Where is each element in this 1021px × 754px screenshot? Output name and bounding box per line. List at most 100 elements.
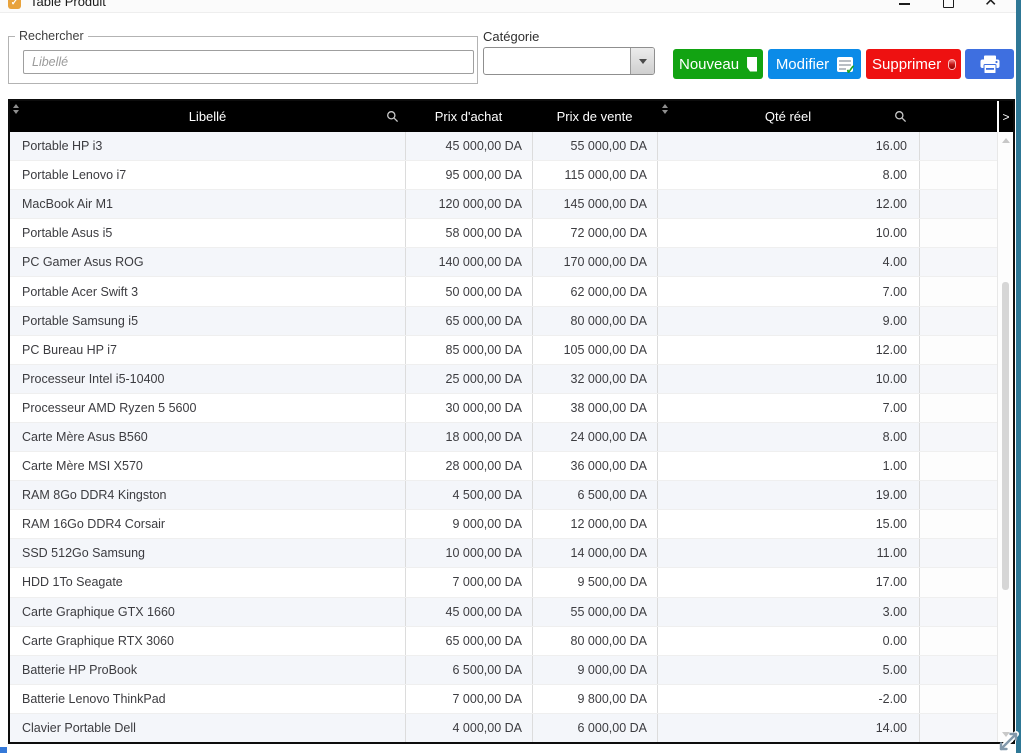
table-row[interactable]: Clavier Portable Dell 4 000,00 DA 6 000,00…: [10, 713, 997, 742]
printer-icon: [980, 55, 999, 74]
cell-qte-reel: -2.00: [657, 684, 919, 713]
cell-empty: [919, 568, 997, 597]
cell-empty: [919, 539, 997, 568]
cell-prix-vente: 6 000,00 DA: [532, 713, 657, 742]
edit-button[interactable]: Modifier ✓: [768, 49, 861, 79]
header-scroll-right-button[interactable]: >: [997, 101, 1013, 132]
cell-prix-vente: 80 000,00 DA: [532, 626, 657, 655]
cell-prix-achat: 4 000,00 DA: [405, 713, 532, 742]
cell-libelle: Batterie HP ProBook: [22, 662, 138, 677]
cell-empty: [919, 219, 997, 248]
table-row[interactable]: Processeur Intel i5-10400 25 000,00 DA 32 …: [10, 364, 997, 394]
table-row[interactable]: Portable Acer Swift 3 50 000,00 DA 62 000,…: [10, 277, 997, 307]
table-row[interactable]: Batterie HP ProBook 6 500,00 DA 9 000,00 D…: [10, 655, 997, 685]
cell-prix-vente: 24 000,00 DA: [532, 422, 657, 452]
table-row[interactable]: Portable Samsung i5 65 000,00 DA 80 000,00…: [10, 306, 997, 336]
table-row[interactable]: Carte Graphique RTX 3060 65 000,00 DA 80 0…: [10, 626, 997, 656]
table-row[interactable]: SSD 512Go Samsung 10 000,00 DA 14 000,00 D…: [10, 539, 997, 569]
table-body: Portable HP i3 45 000,00 DA 55 000,00 DA 16…: [10, 132, 997, 742]
table-row[interactable]: Carte Graphique GTX 1660 45 000,00 DA 55 0…: [10, 597, 997, 627]
cell-prix-achat: 28 000,00 DA: [405, 452, 532, 481]
column-splitter-icon[interactable]: [13, 104, 19, 114]
column-header-qte-reel[interactable]: Qté réel: [657, 101, 919, 132]
cell-prix-vente: 6 500,00 DA: [532, 481, 657, 510]
window-right-edge: [1016, 0, 1021, 753]
cell-empty: [919, 597, 997, 626]
column-header-prix-vente[interactable]: Prix de vente: [532, 101, 657, 132]
new-button[interactable]: Nouveau: [673, 49, 763, 79]
cell-libelle: Carte Mère MSI X570: [22, 459, 143, 474]
cell-prix-vente: 32 000,00 DA: [532, 364, 657, 393]
column-splitter-icon[interactable]: [662, 104, 668, 114]
cell-qte-reel: 0.00: [657, 626, 919, 655]
close-button[interactable]: ✕: [984, 0, 998, 10]
table-row[interactable]: Portable Lenovo i7 95 000,00 DA 115 000,00…: [10, 161, 997, 191]
search-input[interactable]: [23, 50, 474, 74]
category-combobox[interactable]: [483, 47, 655, 75]
category-label: Catégorie: [483, 29, 540, 44]
print-button[interactable]: [965, 49, 1014, 79]
cell-prix-vente: 14 000,00 DA: [532, 539, 657, 568]
cell-qte-reel: 1.00: [657, 452, 919, 481]
cell-qte-reel: 8.00: [657, 161, 919, 190]
category-dropdown-button[interactable]: [630, 48, 654, 74]
cell-libelle: PC Bureau HP i7: [22, 342, 117, 357]
scroll-down-icon[interactable]: [1002, 732, 1010, 737]
cell-prix-vente: 105 000,00 DA: [532, 335, 657, 364]
search-icon[interactable]: [386, 110, 399, 123]
new-document-icon: [747, 56, 757, 72]
category-selected-value: [484, 48, 630, 74]
chevron-down-icon: [638, 58, 647, 64]
cell-libelle: RAM 8Go DDR4 Kingston: [22, 488, 167, 503]
cell-prix-achat: 45 000,00 DA: [405, 597, 532, 626]
edit-button-label: Modifier: [775, 55, 830, 73]
maximize-button[interactable]: [943, 0, 954, 8]
window-corner-accent: [0, 747, 7, 753]
cell-prix-achat: 65 000,00 DA: [405, 306, 532, 335]
product-table: Libellé Prix d'achat Prix de vente Qté r…: [8, 99, 1015, 744]
scroll-up-icon[interactable]: [1002, 138, 1010, 143]
table-row[interactable]: Portable HP i3 45 000,00 DA 55 000,00 DA 16…: [10, 132, 997, 162]
cell-prix-achat: 120 000,00 DA: [405, 190, 532, 219]
cell-prix-achat: 140 000,00 DA: [405, 248, 532, 277]
cell-empty: [919, 393, 997, 422]
cell-qte-reel: 3.00: [657, 597, 919, 626]
minimize-button[interactable]: [899, 3, 910, 5]
cell-prix-achat: 4 500,00 DA: [405, 481, 532, 510]
column-header-prix-achat[interactable]: Prix d'achat: [405, 101, 532, 132]
cell-prix-achat: 9 000,00 DA: [405, 510, 532, 539]
cell-prix-achat: 7 000,00 DA: [405, 684, 532, 713]
scrollbar-thumb[interactable]: [1002, 282, 1009, 590]
resize-cursor-icon[interactable]: [995, 728, 1021, 754]
cell-qte-reel: 7.00: [657, 393, 919, 422]
cell-prix-achat: 95 000,00 DA: [405, 161, 532, 190]
search-icon[interactable]: [894, 110, 907, 123]
table-row[interactable]: Carte Mère MSI X570 28 000,00 DA 36 000,00…: [10, 452, 997, 482]
delete-button[interactable]: Supprimer: [866, 49, 961, 79]
cell-qte-reel: 10.00: [657, 219, 919, 248]
cell-libelle: HDD 1To Seagate: [22, 575, 123, 590]
column-header-libelle-label: Libellé: [188, 109, 227, 124]
table-row[interactable]: Processeur AMD Ryzen 5 5600 30 000,00 DA 3…: [10, 393, 997, 423]
vertical-scrollbar[interactable]: [997, 132, 1013, 742]
minus-icon: [949, 59, 955, 69]
table-row[interactable]: PC Gamer Asus ROG 140 000,00 DA 170 000,00…: [10, 248, 997, 278]
table-row[interactable]: RAM 16Go DDR4 Corsair 9 000,00 DA 12 000,0…: [10, 510, 997, 540]
table-row[interactable]: Batterie Lenovo ThinkPad 7 000,00 DA 9 800…: [10, 684, 997, 714]
cell-libelle: Portable Samsung i5: [22, 313, 139, 328]
column-header-libelle[interactable]: Libellé: [10, 101, 405, 132]
table-row[interactable]: Carte Mère Asus B560 18 000,00 DA 24 000,0…: [10, 422, 997, 453]
cell-empty: [919, 190, 997, 219]
cell-prix-vente: 145 000,00 DA: [532, 190, 657, 219]
cell-libelle: Carte Mère Asus B560: [22, 429, 148, 444]
table-row[interactable]: MacBook Air M1 120 000,00 DA 145 000,00 DA…: [10, 190, 997, 220]
cell-qte-reel: 14.00: [657, 713, 919, 742]
cell-empty: [919, 335, 997, 364]
cell-qte-reel: 19.00: [657, 481, 919, 510]
cell-libelle: RAM 16Go DDR4 Corsair: [22, 517, 166, 532]
table-row[interactable]: PC Bureau HP i7 85 000,00 DA 105 000,00 DA…: [10, 335, 997, 365]
table-row[interactable]: HDD 1To Seagate 7 000,00 DA 9 500,00 DA 17.…: [10, 568, 997, 598]
table-row[interactable]: RAM 8Go DDR4 Kingston 4 500,00 DA 6 500,00…: [10, 481, 997, 511]
table-row[interactable]: Portable Asus i5 58 000,00 DA 72 000,00 DA…: [10, 219, 997, 249]
cell-libelle: Carte Graphique GTX 1660: [22, 604, 175, 619]
